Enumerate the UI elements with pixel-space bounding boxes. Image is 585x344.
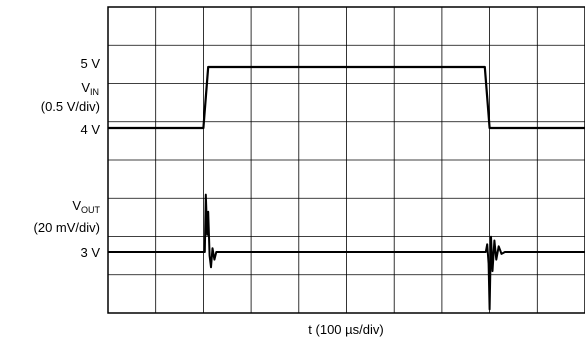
plot-frame — [107, 6, 585, 314]
vin-trace — [108, 65, 585, 130]
vin-low-level-label: 4 V — [80, 122, 100, 137]
x-axis-label: t (100 µs/div) — [308, 322, 383, 337]
vout-baseline-label: 3 V — [80, 245, 100, 260]
vin-high-level-label: 5 V — [80, 56, 100, 71]
vout-scale-label: (20 mV/div) — [34, 220, 100, 235]
vout-trace — [108, 193, 585, 311]
vout-channel-label: VOUT — [72, 198, 100, 215]
vin-channel-label: VIN — [81, 80, 99, 97]
vin-scale-label: (0.5 V/div) — [41, 99, 100, 114]
grid — [108, 7, 585, 313]
